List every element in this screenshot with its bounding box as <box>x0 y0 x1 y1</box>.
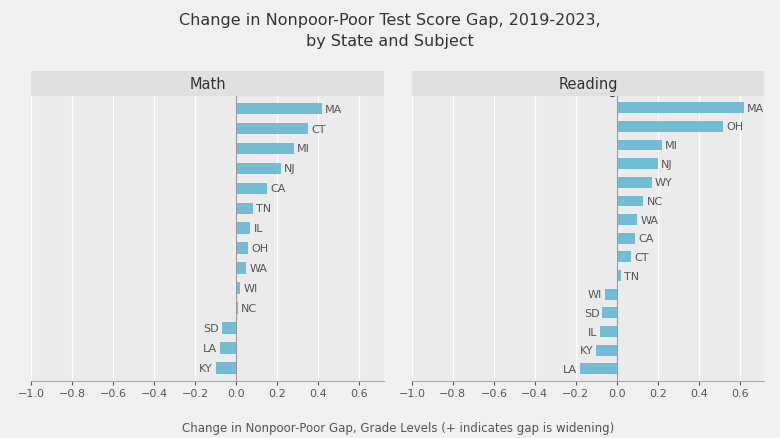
Bar <box>617 159 658 170</box>
Bar <box>236 124 308 135</box>
Text: LA: LA <box>562 364 577 374</box>
Text: Reading: Reading <box>558 77 618 92</box>
Text: IL: IL <box>588 327 597 337</box>
Text: KY: KY <box>199 363 213 373</box>
Text: Math: Math <box>189 77 225 92</box>
Text: OH: OH <box>251 244 268 254</box>
Bar <box>236 143 293 155</box>
Text: NJ: NJ <box>284 164 296 174</box>
Text: CA: CA <box>638 234 654 244</box>
Text: TN: TN <box>256 204 271 214</box>
Text: IL: IL <box>254 224 263 234</box>
Bar <box>236 103 322 115</box>
Text: MI: MI <box>296 144 310 154</box>
Text: SD: SD <box>583 308 599 318</box>
Bar <box>236 243 249 254</box>
Text: SD: SD <box>203 323 218 333</box>
Text: NC: NC <box>241 304 257 313</box>
Bar <box>602 308 617 318</box>
Text: KY: KY <box>580 346 594 355</box>
Text: MI: MI <box>665 141 678 151</box>
Text: WY: WY <box>654 178 672 188</box>
Text: OH: OH <box>726 122 743 132</box>
Bar <box>580 364 617 374</box>
Text: CT: CT <box>634 252 649 262</box>
Text: MA: MA <box>747 103 764 113</box>
Text: Reading: Reading <box>558 81 618 96</box>
Text: MA: MA <box>325 104 342 114</box>
Text: NJ: NJ <box>661 159 672 169</box>
Bar <box>617 122 723 132</box>
Bar <box>236 203 253 215</box>
Bar <box>236 303 238 314</box>
Bar <box>601 326 617 337</box>
Bar <box>236 163 282 175</box>
Text: WI: WI <box>587 290 601 300</box>
Bar <box>597 345 617 356</box>
Text: Math: Math <box>189 81 225 96</box>
Bar <box>617 252 631 263</box>
Text: WA: WA <box>640 215 658 225</box>
Text: NC: NC <box>647 197 663 206</box>
Text: Change in Nonpoor-Poor Gap, Grade Levels (+ indicates gap is widening): Change in Nonpoor-Poor Gap, Grade Levels… <box>182 420 614 434</box>
Text: WI: WI <box>243 283 257 293</box>
Bar <box>617 215 637 226</box>
Text: TN: TN <box>624 271 639 281</box>
Text: CT: CT <box>311 124 325 134</box>
Text: Change in Nonpoor-Poor Test Score Gap, 2019-2023,
by State and Subject: Change in Nonpoor-Poor Test Score Gap, 2… <box>179 13 601 49</box>
Bar <box>617 233 635 244</box>
Text: CA: CA <box>270 184 285 194</box>
Text: LA: LA <box>203 343 217 353</box>
Bar <box>604 289 617 300</box>
Bar <box>236 223 250 234</box>
Bar <box>617 177 651 188</box>
Text: WA: WA <box>250 264 268 274</box>
Bar <box>222 322 236 334</box>
Bar <box>617 196 644 207</box>
Bar <box>236 183 267 195</box>
Bar <box>236 283 240 294</box>
Bar <box>617 140 662 151</box>
Bar <box>215 362 236 374</box>
Bar <box>220 343 236 354</box>
Bar <box>617 271 621 281</box>
Bar <box>617 103 744 114</box>
Bar <box>236 263 246 274</box>
